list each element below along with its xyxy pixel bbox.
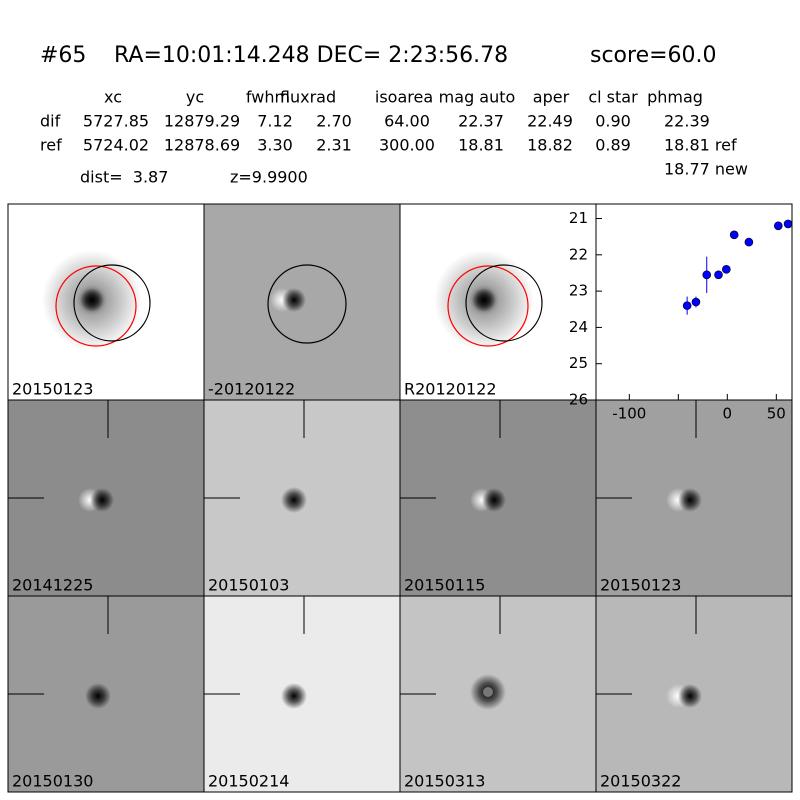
point bbox=[691, 297, 701, 307]
table-cell: 300.00 bbox=[379, 136, 435, 155]
residual-dark bbox=[281, 487, 307, 513]
table-cell: 0.89 bbox=[595, 136, 631, 155]
image-panel: 20150123 bbox=[595, 399, 793, 597]
table-cell: 5727.85 bbox=[83, 112, 149, 131]
residual-dark bbox=[85, 683, 111, 709]
column-header: fluxrad bbox=[280, 88, 336, 107]
y-tick-label: 25 bbox=[569, 354, 588, 372]
table-cell: 18.81 ref bbox=[664, 136, 737, 155]
coordinates: RA=10:01:14.248 DEC= 2:23:56.78 bbox=[114, 43, 508, 68]
x-tick-label: -100 bbox=[612, 405, 646, 423]
panel-label: 20150130 bbox=[12, 772, 93, 791]
panel-label: R20120122 bbox=[404, 380, 497, 399]
panel-label: 20150103 bbox=[208, 576, 289, 595]
panel-label: 20150115 bbox=[404, 576, 485, 595]
table-cell: 3.30 bbox=[257, 136, 293, 155]
y-tick-label: 26 bbox=[569, 391, 588, 409]
image-panel: -20120122 bbox=[203, 203, 401, 401]
residual-dark bbox=[678, 488, 702, 512]
table-cell: dif bbox=[40, 112, 61, 131]
plot-frame bbox=[595, 203, 793, 401]
residual-dark bbox=[90, 488, 114, 512]
y-tick-label: 22 bbox=[569, 245, 588, 263]
table-cell: 12879.29 bbox=[164, 112, 240, 131]
panel-label: -20120122 bbox=[208, 380, 295, 399]
table-cell: 0.90 bbox=[595, 112, 631, 131]
table-cell: 18.81 bbox=[458, 136, 504, 155]
point bbox=[744, 237, 754, 247]
residual-center bbox=[483, 687, 493, 697]
aperture-red bbox=[447, 265, 529, 347]
point bbox=[682, 301, 692, 310]
image-panel: 20150123 bbox=[7, 203, 205, 401]
residual-dark bbox=[281, 683, 307, 709]
score: score=60.0 bbox=[590, 43, 717, 68]
point bbox=[702, 270, 712, 280]
aperture-black bbox=[73, 264, 151, 342]
table-cell: 12878.69 bbox=[164, 136, 240, 155]
image-panel: 20150115 bbox=[399, 399, 597, 597]
image-panel: 20141225 bbox=[7, 399, 205, 597]
image-panel: R20120122 bbox=[399, 203, 597, 401]
x-tick-label: 0 bbox=[723, 405, 733, 423]
panel-label: 20141225 bbox=[12, 576, 93, 595]
y-tick-label: 21 bbox=[569, 209, 588, 227]
table-cell: 2.31 bbox=[316, 136, 352, 155]
star-core bbox=[80, 288, 104, 312]
column-header: aper bbox=[533, 88, 570, 107]
point bbox=[783, 219, 793, 229]
table-cell: ref bbox=[40, 136, 62, 155]
table-cell: 64.00 bbox=[384, 112, 430, 131]
panel-label: 20150123 bbox=[12, 380, 93, 399]
column-header: phmag bbox=[647, 88, 703, 107]
dist: dist= 3.87 bbox=[80, 168, 168, 187]
panel-label: 20150123 bbox=[600, 576, 681, 595]
table-cell: 5724.02 bbox=[83, 136, 149, 155]
point bbox=[722, 265, 731, 274]
table-cell: 2.70 bbox=[316, 112, 352, 131]
aperture-red bbox=[55, 265, 137, 347]
panel-label: 20150322 bbox=[600, 772, 681, 791]
table-cell: 22.39 bbox=[664, 112, 710, 131]
image-panel: 20150214 bbox=[203, 595, 401, 793]
star-core bbox=[472, 288, 496, 312]
phmag-new: 18.77 new bbox=[664, 160, 748, 179]
table-cell: 7.12 bbox=[257, 112, 293, 131]
aperture-black bbox=[465, 264, 543, 342]
x-tick-label: 50 bbox=[767, 405, 786, 423]
image-panel: 20150313 bbox=[399, 595, 597, 793]
z: z=9.9900 bbox=[230, 168, 308, 187]
residual-dark bbox=[282, 288, 306, 312]
column-header: yc bbox=[186, 88, 204, 107]
object-id: #65 bbox=[40, 43, 86, 68]
column-header: xc bbox=[104, 88, 122, 107]
residual-dark bbox=[678, 684, 702, 708]
column-header: mag auto bbox=[439, 88, 516, 107]
point bbox=[773, 221, 783, 231]
column-header: isoarea bbox=[375, 88, 433, 107]
image-panel: 20150103 bbox=[203, 399, 401, 597]
column-header: cl star bbox=[588, 88, 638, 107]
residual-dark bbox=[482, 488, 506, 512]
y-tick-label: 24 bbox=[569, 318, 588, 336]
panel-label: 20150313 bbox=[404, 772, 485, 791]
table-cell: 22.49 bbox=[527, 112, 573, 131]
point bbox=[729, 230, 739, 240]
table-cell: 22.37 bbox=[458, 112, 504, 131]
aperture-black bbox=[267, 264, 347, 344]
image-panel: 20150322 bbox=[595, 595, 793, 793]
point bbox=[714, 270, 723, 280]
y-tick-label: 23 bbox=[569, 282, 588, 300]
image-panel: 20150130 bbox=[7, 595, 205, 793]
table-cell: 18.82 bbox=[527, 136, 573, 155]
panel-frame bbox=[595, 595, 793, 793]
panel-label: 20150214 bbox=[208, 772, 289, 791]
column-header: fwhm bbox=[246, 88, 290, 107]
